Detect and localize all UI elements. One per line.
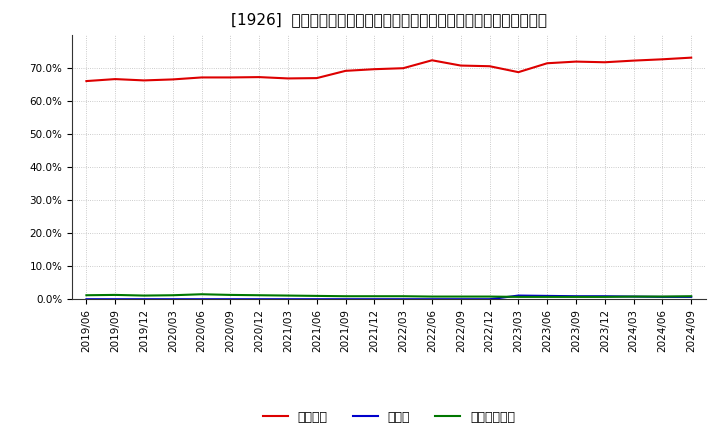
繰延税金資産 [658,294,667,299]
繰延税金資産 [600,294,609,300]
のれん [197,297,206,302]
Legend: 自己資本, のれん, 繰延税金資産: 自己資本, のれん, 繰延税金資産 [258,406,520,429]
自己資本 [514,70,523,75]
Line: 自己資本: 自己資本 [86,58,691,81]
自己資本 [658,57,667,62]
のれん [658,294,667,300]
繰延税金資産 [572,294,580,300]
のれん [600,293,609,299]
繰延税金資産 [197,292,206,297]
繰延税金資産 [485,294,494,299]
繰延税金資産 [168,293,177,298]
自己資本 [485,63,494,69]
繰延税金資産 [399,293,408,299]
繰延税金資産 [456,294,465,299]
のれん [399,297,408,302]
自己資本 [399,66,408,71]
自己資本 [255,74,264,80]
のれん [312,297,321,302]
のれん [543,293,552,299]
自己資本 [140,78,148,83]
のれん [111,297,120,302]
繰延税金資産 [255,293,264,298]
繰延税金資産 [284,293,292,298]
繰延税金資産 [629,294,638,299]
のれん [341,297,350,302]
繰延税金資産 [82,293,91,298]
繰延税金資産 [687,293,696,299]
繰延税金資産 [514,294,523,300]
のれん [82,297,91,302]
自己資本 [197,75,206,80]
自己資本 [111,77,120,82]
自己資本 [428,58,436,63]
自己資本 [284,76,292,81]
のれん [428,297,436,302]
繰延税金資産 [341,293,350,299]
自己資本 [341,68,350,73]
のれん [456,297,465,302]
繰延税金資産 [428,294,436,299]
繰延税金資産 [140,293,148,298]
自己資本 [687,55,696,60]
自己資本 [600,59,609,65]
Line: のれん: のれん [86,296,691,299]
自己資本 [456,63,465,68]
繰延税金資産 [111,292,120,297]
のれん [514,293,523,298]
のれん [629,294,638,299]
自己資本 [543,61,552,66]
自己資本 [168,77,177,82]
のれん [485,297,494,302]
Title: [1926]  自己資本、のれん、繰延税金資産の総資産に対する比率の推移: [1926] 自己資本、のれん、繰延税金資産の総資産に対する比率の推移 [231,12,546,27]
繰延税金資産 [312,293,321,299]
自己資本 [226,75,235,80]
のれん [284,297,292,302]
のれん [370,297,379,302]
のれん [572,293,580,299]
自己資本 [312,75,321,81]
のれん [226,297,235,302]
のれん [687,294,696,300]
繰延税金資産 [543,294,552,300]
のれん [255,297,264,302]
繰延税金資産 [370,293,379,299]
繰延税金資産 [226,292,235,297]
Line: 繰延税金資産: 繰延税金資産 [86,294,691,297]
自己資本 [572,59,580,64]
自己資本 [82,78,91,84]
自己資本 [629,58,638,63]
のれん [168,297,177,302]
のれん [140,297,148,302]
自己資本 [370,66,379,72]
